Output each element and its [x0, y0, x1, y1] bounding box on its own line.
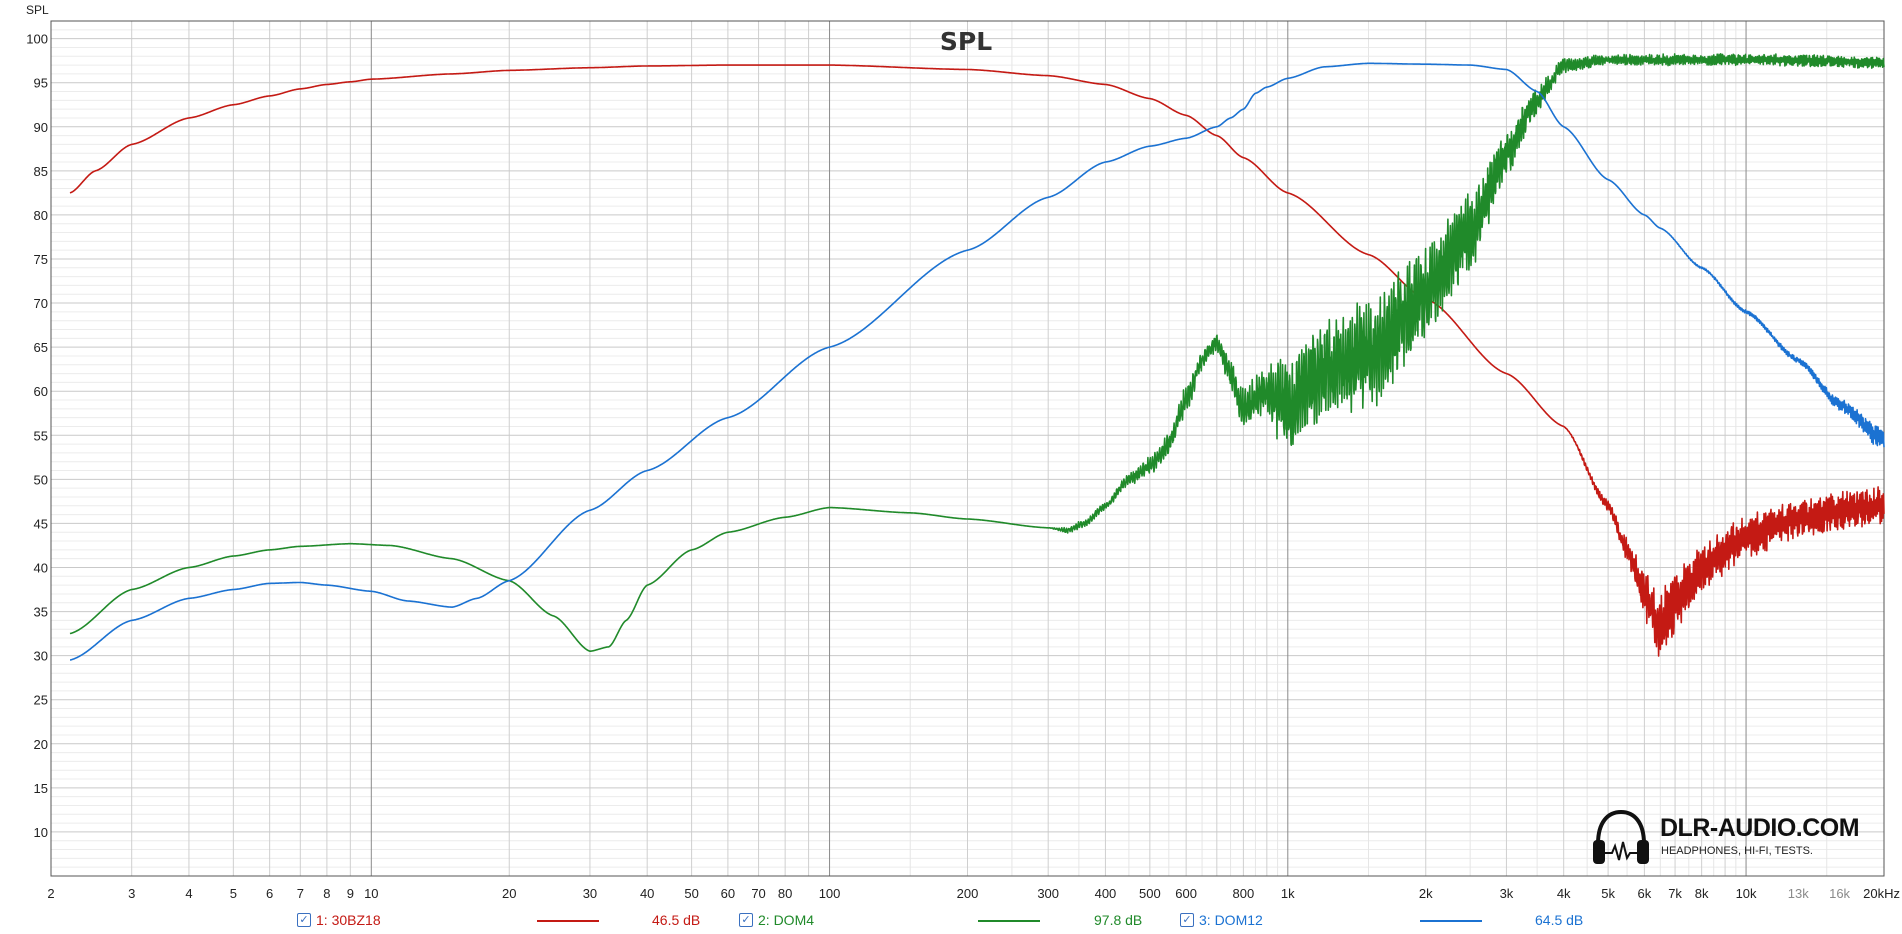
x-tick-label: 7k [1668, 886, 1682, 901]
legend-checkbox-30bz18[interactable]: ✓ [297, 913, 311, 927]
legend-name-dom12: 3: DOM12 [1199, 912, 1263, 928]
legend-name-30bz18: 1: 30BZ18 [316, 912, 381, 928]
x-tick-label: 70 [751, 886, 765, 901]
y-tick-label: 20 [34, 737, 48, 752]
x-tick-label: 600 [1175, 886, 1197, 901]
legend: ✓ 1: 30BZ18 46.5 dB ✓ 2: DOM4 97.8 dB ✓ … [0, 912, 1902, 932]
y-tick-label: 75 [34, 252, 48, 267]
series-line-1-30bz18 [69, 64, 1885, 657]
x-tick-label: 4 [185, 886, 192, 901]
chart-title: SPL [940, 27, 992, 56]
y-tick-label: 90 [34, 120, 48, 135]
site-logo: DLR-AUDIO.COM HEADPHONES, HI-FI, TESTS. [1590, 808, 1880, 868]
x-tick-label: 40 [640, 886, 654, 901]
y-tick-label: 10 [34, 825, 48, 840]
legend-checkbox-dom4[interactable]: ✓ [739, 913, 753, 927]
legend-swatch-30bz18 [537, 920, 599, 922]
y-tick-label: 50 [34, 472, 48, 487]
x-tick-label: 6k [1638, 886, 1652, 901]
x-tick-label: 100 [819, 886, 841, 901]
y-tick-label: 15 [34, 781, 48, 796]
y-axis-ticks: 10 15 20 25 30 35 40 45 50 55 60 65 70 75 80 85 90 95 100 [26, 32, 48, 840]
x-tick-label: 800 [1233, 886, 1255, 901]
y-tick-label: 100 [26, 32, 48, 47]
legend-swatch-dom4 [978, 920, 1040, 922]
legend-value-dom12: 64.5 dB [1535, 912, 1584, 928]
x-tick-label: 300 [1037, 886, 1059, 901]
y-axis-label: SPL [26, 3, 49, 17]
legend-value-dom4: 97.8 dB [1094, 912, 1143, 928]
x-tick-label: 20 [502, 886, 516, 901]
y-tick-label: 25 [34, 693, 48, 708]
logo-subtitle: HEADPHONES, HI-FI, TESTS. [1661, 845, 1813, 857]
x-tick-label: 5 [230, 886, 237, 901]
y-tick-label: 55 [34, 428, 48, 443]
x-tick-label: 6 [266, 886, 273, 901]
y-tick-label: 45 [34, 516, 48, 531]
headphones-icon [1593, 809, 1649, 864]
y-tick-label: 85 [34, 164, 48, 179]
y-tick-label: 35 [34, 605, 48, 620]
x-tick-label: 60 [721, 886, 735, 901]
legend-name-dom4: 2: DOM4 [758, 912, 815, 928]
y-tick-label: 30 [34, 649, 48, 664]
y-tick-label: 80 [34, 208, 48, 223]
logo-title: DLR-AUDIO.COM [1660, 814, 1860, 842]
series-line-3-dom12 [69, 62, 1885, 661]
series-layer [69, 52, 1885, 661]
x-tick-label: 10 [364, 886, 378, 901]
x-tick-label: 9 [347, 886, 354, 901]
x-tick-label: 400 [1095, 886, 1117, 901]
x-tick-label: 20kHz [1863, 886, 1900, 901]
x-tick-label: 50 [684, 886, 698, 901]
x-tick-label: 2 [47, 886, 54, 901]
x-tick-label: 8 [323, 886, 330, 901]
legend-checkbox-dom12[interactable]: ✓ [1180, 913, 1194, 927]
plot-frame [50, 20, 1885, 877]
x-tick-label: 1k [1281, 886, 1295, 901]
y-tick-label: 65 [34, 340, 48, 355]
y-tick-label: 70 [34, 296, 48, 311]
minor-grid [50, 20, 1885, 876]
x-tick-label: 7 [297, 886, 304, 901]
x-tick-label: 30 [583, 886, 597, 901]
major-grid [51, 21, 1884, 877]
x-tick-label: 2k [1419, 886, 1433, 901]
legend-swatch-dom12 [1420, 920, 1482, 922]
x-tick-label: 10k [1736, 886, 1757, 901]
y-tick-label: 40 [34, 560, 48, 575]
y-tick-label: 95 [34, 76, 48, 91]
y-tick-label: 60 [34, 384, 48, 399]
x-tick-label: 16k [1829, 886, 1850, 901]
x-tick-label: 3k [1500, 886, 1514, 901]
x-axis-ticks: 2 3 4 5 6 7 8 9 10 20 30 40 50 60 70 80 100 200 300 400 500 6… [47, 886, 1900, 901]
x-tick-label: 5k [1601, 886, 1615, 901]
x-tick-label: 200 [957, 886, 979, 901]
x-tick-label: 4k [1557, 886, 1571, 901]
x-tick-label: 80 [778, 886, 792, 901]
x-tick-label: 13k [1788, 886, 1809, 901]
x-tick-label: 500 [1139, 886, 1161, 901]
x-tick-label: 3 [128, 886, 135, 901]
x-tick-label: 8k [1695, 886, 1709, 901]
legend-value-30bz18: 46.5 dB [652, 912, 701, 928]
series-line-2-dom4 [69, 52, 1885, 653]
